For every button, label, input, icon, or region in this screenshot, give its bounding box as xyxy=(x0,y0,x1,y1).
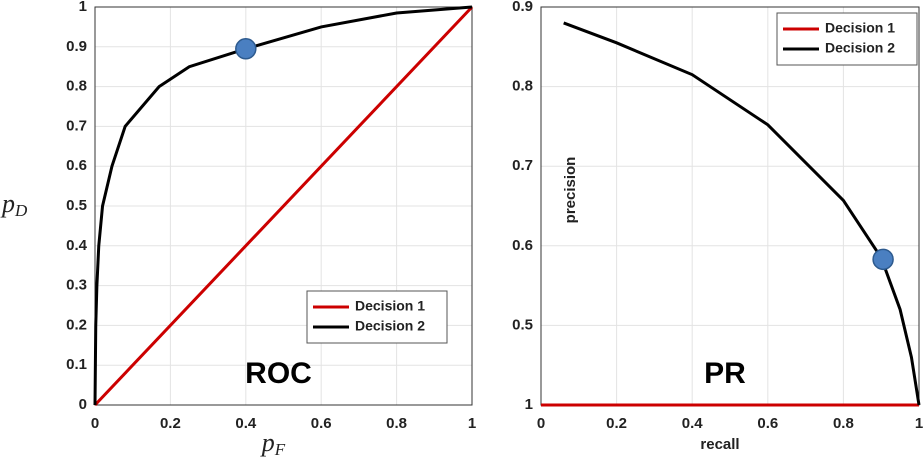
y-tick-label: 0.8 xyxy=(66,78,87,95)
annotation: ROC xyxy=(245,357,312,390)
line-series xyxy=(563,21,921,406)
line-series xyxy=(93,5,473,406)
x-tick-label: 1 xyxy=(915,415,923,432)
y-axis-label-base: p xyxy=(0,189,15,218)
legend-label: Decision 1 xyxy=(355,298,425,314)
x-tick-label: 0.8 xyxy=(833,415,854,432)
x-tick-label: 0.8 xyxy=(386,415,407,432)
x-axis-label-base: p xyxy=(260,428,275,457)
x-tick-label: 0.6 xyxy=(757,415,778,432)
y-tick-label: 1 xyxy=(79,0,87,15)
y-tick-label: 0.9 xyxy=(512,0,533,15)
x-tick-label: 0 xyxy=(537,415,545,432)
y-tick-label: 0.8 xyxy=(512,78,533,95)
y-tick-label: 0.7 xyxy=(512,157,533,174)
legend-label: Decision 2 xyxy=(355,318,425,334)
y-axis-label-sub: D xyxy=(14,201,28,220)
y-tick-label: 0.6 xyxy=(66,157,87,174)
y-tick-label: 0.7 xyxy=(66,117,87,134)
operating-point xyxy=(872,248,894,271)
y-tick-label: 0.1 xyxy=(66,356,87,373)
legend-label: Decision 2 xyxy=(825,40,895,56)
operating-point xyxy=(235,38,257,60)
x-tick-label: 0.2 xyxy=(160,415,181,432)
legend-box xyxy=(776,12,918,66)
x-tick-label: 0.2 xyxy=(606,415,627,432)
y-axis-label: precision xyxy=(562,157,579,224)
x-tick-label: 0 xyxy=(91,415,99,432)
y-tick-label: 0.4 xyxy=(66,237,88,254)
y-tick-label: 0.2 xyxy=(66,316,87,333)
y-axis-label: pD xyxy=(0,189,28,220)
x-tick-label: 0.4 xyxy=(235,415,257,432)
line-series xyxy=(93,5,474,407)
annotation: PR xyxy=(704,357,746,390)
y-tick-label: 0.9 xyxy=(66,38,87,55)
legend-label: Decision 1 xyxy=(825,20,895,36)
y-tick-label: 0.5 xyxy=(512,316,533,333)
x-axis-label: pF xyxy=(260,428,286,459)
plot-frame xyxy=(540,6,920,406)
legend-box xyxy=(306,290,448,344)
x-axis-label: recall xyxy=(700,436,739,453)
plot-frame xyxy=(94,6,473,406)
y-tick-label: 0.3 xyxy=(66,277,87,294)
x-tick-label: 1 xyxy=(468,415,476,432)
x-tick-label: 0.6 xyxy=(311,415,332,432)
y-tick-label: 0.6 xyxy=(512,237,533,254)
x-tick-label: 0.4 xyxy=(682,415,704,432)
y-tick-label: 1 xyxy=(525,396,533,413)
x-axis-label-sub: F xyxy=(274,440,286,459)
y-tick-label: 0.5 xyxy=(66,197,87,214)
y-tick-label: 0 xyxy=(79,396,87,413)
